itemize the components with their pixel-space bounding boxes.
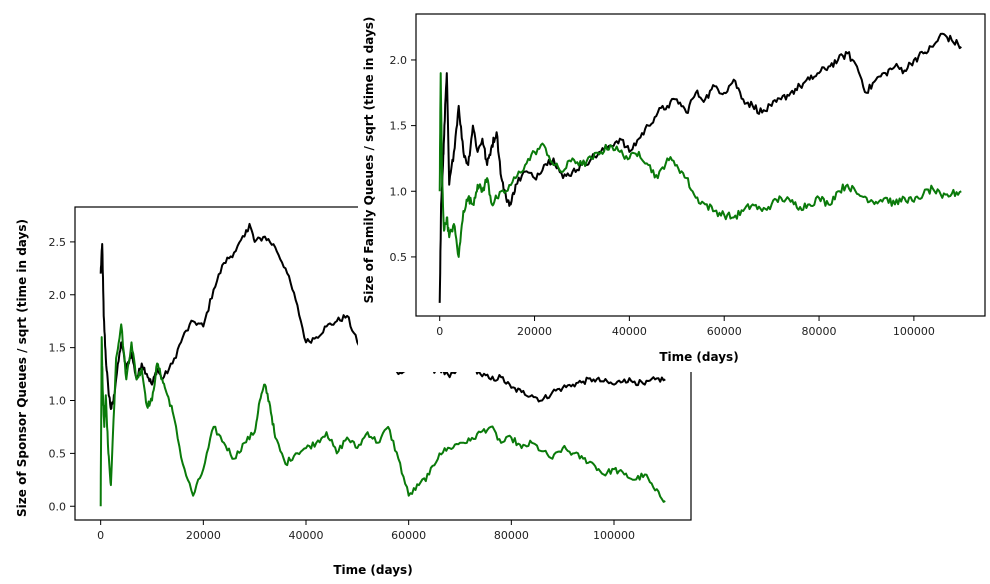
sponsor-ytick-label: 1.5 bbox=[49, 342, 67, 355]
family-xtick-label: 80000 bbox=[802, 325, 837, 338]
family-series-line-0 bbox=[438, 32, 962, 303]
sponsor-xtick-label: 60000 bbox=[391, 529, 426, 542]
sponsor-ytick-label: 0.5 bbox=[49, 447, 67, 460]
sponsor-xtick-label: 80000 bbox=[494, 529, 529, 542]
family-ytick-label: 2.0 bbox=[390, 54, 408, 67]
sponsor-ytick-label: 2.0 bbox=[49, 289, 67, 302]
sponsor-xtick-label: 100000 bbox=[593, 529, 635, 542]
family-xtick-label: 40000 bbox=[612, 325, 647, 338]
sponsor-chart-xlabel: Time (days) bbox=[333, 563, 412, 577]
sponsor-xtick-label: 20000 bbox=[186, 529, 221, 542]
family-chart-frame bbox=[415, 13, 986, 317]
family-xtick-label: 20000 bbox=[517, 325, 552, 338]
sponsor-series-line-1 bbox=[99, 323, 666, 507]
family-chart-axes: 0 20000 40000 60000 80000 100000 0.5 1.0 1.5 2.0 bbox=[390, 54, 935, 338]
sponsor-xtick-label: 0 bbox=[97, 529, 104, 542]
sponsor-chart-axes: 0 20000 40000 60000 80000 100000 0.0 0.5 1.0 1.5 2… bbox=[49, 236, 636, 542]
family-ytick-label: 1.5 bbox=[390, 120, 408, 133]
sponsor-ytick-label: 1.0 bbox=[49, 395, 67, 408]
family-chart-ylabel: Size of Family Queues / sqrt (time in da… bbox=[362, 17, 376, 304]
family-chart-series bbox=[438, 32, 962, 303]
family-xtick-label: 100000 bbox=[893, 325, 935, 338]
family-xtick-label: 60000 bbox=[707, 325, 742, 338]
sponsor-chart-ylabel: Size of Sponsor Queues / sqrt (time in d… bbox=[15, 219, 29, 517]
family-ytick-label: 1.0 bbox=[390, 185, 408, 198]
family-chart-background bbox=[358, 8, 990, 372]
family-series-line-1 bbox=[438, 72, 962, 258]
family-queues-chart: 0 20000 40000 60000 80000 1000000.51.01.52.0 … bbox=[358, 8, 990, 372]
sponsor-xtick-label: 40000 bbox=[289, 529, 324, 542]
sponsor-chart-series bbox=[99, 222, 666, 507]
family-ytick-label: 0.5 bbox=[390, 251, 408, 264]
family-chart-xlabel: Time (days) bbox=[659, 350, 738, 364]
family-xtick-label: 0 bbox=[436, 325, 443, 338]
sponsor-ytick-label: 0.0 bbox=[49, 500, 67, 513]
sponsor-ytick-label: 2.5 bbox=[49, 236, 67, 249]
